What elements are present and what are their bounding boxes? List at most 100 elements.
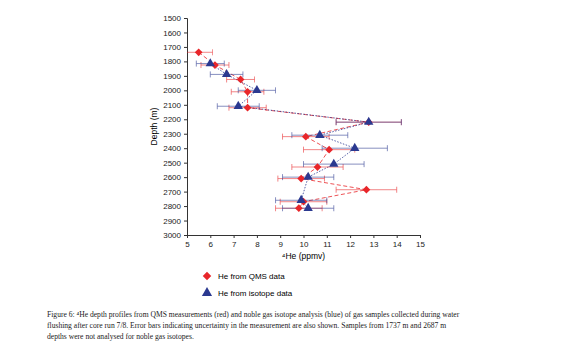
error-bar-cap: [282, 134, 283, 140]
point: [303, 172, 312, 180]
x-tick-mark: [234, 235, 235, 238]
x-tick-mark: [210, 235, 211, 238]
y-tick: 2500: [163, 159, 187, 168]
y-tick: 2100: [163, 101, 187, 110]
x-axis: 56789101112131415: [185, 235, 425, 249]
error-bar-cap: [333, 174, 334, 180]
x-tick: 14: [393, 235, 402, 249]
y-tick-label: 2500: [163, 159, 181, 168]
point: [314, 163, 322, 171]
y-tick: 1900: [163, 72, 187, 81]
y-tick: 2900: [163, 217, 187, 226]
x-tick-label: 5: [185, 240, 190, 249]
y-tick-mark: [184, 32, 187, 33]
error-bar-cap: [387, 145, 388, 151]
y-tick: 2600: [163, 173, 187, 182]
error-bar-cap: [303, 161, 304, 167]
y-tick-label: 1800: [163, 57, 181, 66]
y-tick-mark: [184, 105, 187, 106]
error-bar-cap: [263, 89, 264, 95]
error-bar-cap: [329, 134, 330, 140]
point: [252, 85, 261, 93]
y-tick-label: 2100: [163, 101, 181, 110]
legend-symbol: [203, 272, 211, 280]
point: [244, 88, 252, 96]
point: [363, 186, 371, 194]
y-tick-label: 1500: [163, 14, 181, 23]
error-bar-cap: [282, 205, 283, 211]
x-tick: 13: [369, 235, 378, 249]
y-tick-label: 3000: [163, 231, 181, 240]
error-bar-cap: [254, 76, 255, 82]
y-tick-label: 2700: [163, 188, 181, 197]
x-tick-label: 12: [346, 240, 355, 249]
point: [350, 143, 359, 151]
point: [195, 48, 203, 56]
x-tick: 10: [300, 235, 309, 249]
point: [237, 76, 245, 84]
point: [315, 130, 324, 138]
y-tick: 1600: [163, 29, 187, 38]
y-tick-label: 1700: [163, 43, 181, 52]
error-bar-cap: [336, 119, 337, 125]
x-tick: 8: [255, 235, 260, 249]
point: [295, 204, 303, 212]
error-bar-cap: [280, 199, 281, 205]
y-tick: 2300: [163, 130, 187, 139]
y-tick-mark: [184, 148, 187, 149]
x-tick-mark: [373, 235, 374, 238]
y-tick: 2400: [163, 144, 187, 153]
error-bar-cap: [224, 61, 225, 67]
y-tick-mark: [184, 47, 187, 48]
y-tick-mark: [184, 235, 187, 236]
y-tick-mark: [184, 177, 187, 178]
y-tick-mark: [184, 206, 187, 207]
y-tick-mark: [184, 134, 187, 135]
x-tick-label: 8: [255, 240, 260, 249]
error-bar-cap: [333, 205, 334, 211]
y-tick-label: 1600: [163, 29, 181, 38]
y-tick-mark: [184, 61, 187, 62]
error-bar-cap: [228, 105, 229, 111]
error-bar-cap: [266, 105, 267, 111]
point: [297, 175, 305, 183]
y-tick-label: 2000: [163, 86, 181, 95]
point: [222, 69, 231, 77]
y-tick: 2800: [163, 202, 187, 211]
y-tick-label: 2400: [163, 144, 181, 153]
point: [325, 146, 333, 154]
error-bar-cap: [231, 89, 232, 95]
y-tick-label: 1900: [163, 72, 181, 81]
error-bar-cap: [322, 145, 323, 151]
legend-symbol: [202, 287, 212, 296]
error-bar: [201, 62, 229, 68]
error-bar: [227, 76, 255, 82]
caption-line: depths were not analysed for noble gas i…: [47, 332, 194, 341]
x-tick: 6: [209, 235, 214, 249]
x-tick-label: 10: [300, 240, 309, 249]
x-tick-label: 11: [323, 240, 332, 249]
error-bar-cap: [210, 71, 211, 77]
y-tick: 1700: [163, 43, 187, 52]
x-tick: 11: [323, 235, 332, 249]
legend-label: He from QMS data: [218, 272, 285, 281]
x-tick-mark: [257, 235, 258, 238]
error-bar-cap: [401, 119, 402, 125]
error-bar: [336, 187, 397, 193]
x-tick: 12: [346, 235, 355, 249]
caption-line: Figure 6: ⁴He depth profiles from QMS me…: [47, 310, 460, 319]
y-tick-mark: [184, 119, 187, 120]
error-bar-cap: [396, 187, 397, 193]
y-tick: 1800: [163, 57, 187, 66]
plot-area: [187, 48, 401, 212]
x-tick-mark: [327, 235, 328, 238]
error-bar-cap: [275, 87, 276, 93]
error-bar-cap: [228, 62, 229, 68]
error-bar-cap: [200, 62, 201, 68]
error-bar-cap: [364, 161, 365, 167]
error-bar-cap: [326, 197, 327, 203]
x-tick-mark: [397, 235, 398, 238]
error-bar-cap: [242, 71, 243, 77]
error-bar-cap: [196, 61, 197, 67]
y-axis-line: [184, 19, 188, 236]
